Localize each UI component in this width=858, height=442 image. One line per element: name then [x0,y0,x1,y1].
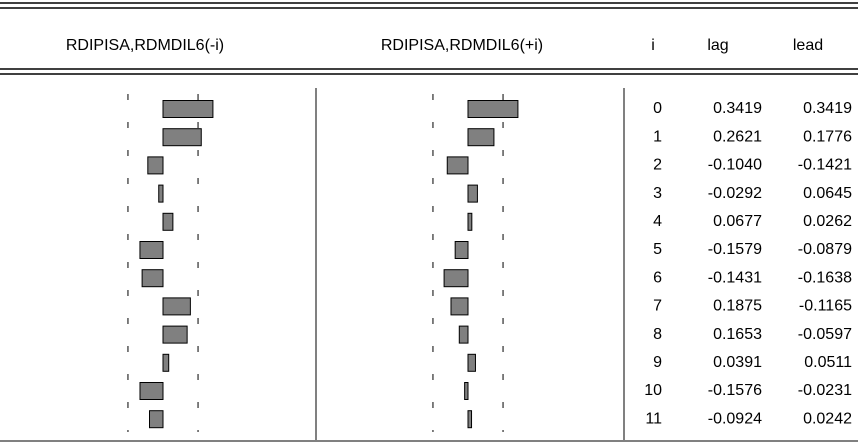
lead-value: 0.0511 [804,354,852,371]
lead-value: -0.1165 [799,298,852,315]
bar [149,410,164,429]
lead-value: -0.0597 [798,326,852,343]
lead-value: 0.0645 [803,185,852,202]
lag-index: 7 [653,298,662,315]
bar [162,100,214,118]
lag-value: 0.3419 [713,100,762,117]
lag-index: 5 [653,241,662,258]
lead-value: -0.0879 [798,241,852,258]
lead-value: -0.1421 [798,157,852,174]
lag-value: 0.0677 [713,213,762,230]
lag-value: -0.1431 [708,269,762,286]
lead-value: 0.0262 [803,213,852,230]
lag-index: 2 [653,157,662,174]
column-header: lead [793,37,823,54]
bar [458,325,469,344]
bar [443,269,469,288]
lag-value: 0.2621 [713,128,762,145]
bar [139,241,164,259]
lag-value: 0.1875 [713,298,762,315]
lag-value: 0.0391 [713,354,762,371]
lag-index: 9 [653,354,662,371]
bar [464,382,469,400]
bar [446,156,469,175]
bar [467,212,473,231]
lag-value: 0.1653 [713,326,762,343]
lag-value: -0.1040 [708,157,762,174]
lag-index: 6 [653,269,662,286]
lag-index: 0 [653,100,662,117]
lag-value: -0.0292 [708,185,762,202]
lead-value: -0.0231 [798,382,852,399]
lead-value: 0.3419 [803,100,852,117]
bar [162,297,191,316]
column-header: RDIPISA,RDMDIL6(-i) [66,37,224,54]
lead-value: -0.1638 [798,269,852,286]
lag-index: 10 [644,382,662,399]
bar [158,184,164,203]
lead-value: 0.1776 [803,128,852,145]
bar [162,128,202,147]
lag-index: 8 [653,326,662,343]
bar [467,128,495,147]
bar [147,156,164,175]
column-header: lag [707,37,728,54]
bar [467,100,519,118]
bar [141,269,164,288]
bar [450,297,469,316]
bar [454,241,469,259]
column-header: i [651,37,655,54]
lag-value: -0.1579 [708,241,762,258]
lag-index: 4 [653,213,662,230]
lag-value: -0.1576 [708,382,762,399]
bar [467,410,473,429]
lag-index: 11 [645,410,662,427]
bar [162,325,188,344]
bar [467,184,478,203]
bar [467,353,476,372]
lag-value: -0.0924 [708,410,762,427]
bar [162,353,170,372]
bar [139,382,164,400]
lag-index: 3 [653,185,662,202]
lead-value: 0.0242 [803,410,852,427]
column-header: RDIPISA,RDMDIL6(+i) [381,37,543,54]
bar [162,212,174,231]
lag-index: 1 [653,128,662,145]
